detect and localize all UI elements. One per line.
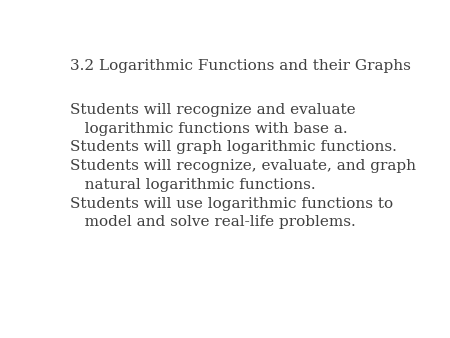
Text: Students will graph logarithmic functions.: Students will graph logarithmic function… <box>70 141 397 154</box>
Text: logarithmic functions with base a.: logarithmic functions with base a. <box>70 122 348 136</box>
Text: Students will recognize and evaluate: Students will recognize and evaluate <box>70 103 356 117</box>
Text: 3.2 Logarithmic Functions and their Graphs: 3.2 Logarithmic Functions and their Grap… <box>70 59 411 73</box>
Text: model and solve real-life problems.: model and solve real-life problems. <box>70 215 356 230</box>
Text: Students will recognize, evaluate, and graph: Students will recognize, evaluate, and g… <box>70 159 416 173</box>
Text: Students will use logarithmic functions to: Students will use logarithmic functions … <box>70 197 393 211</box>
Text: natural logarithmic functions.: natural logarithmic functions. <box>70 178 316 192</box>
